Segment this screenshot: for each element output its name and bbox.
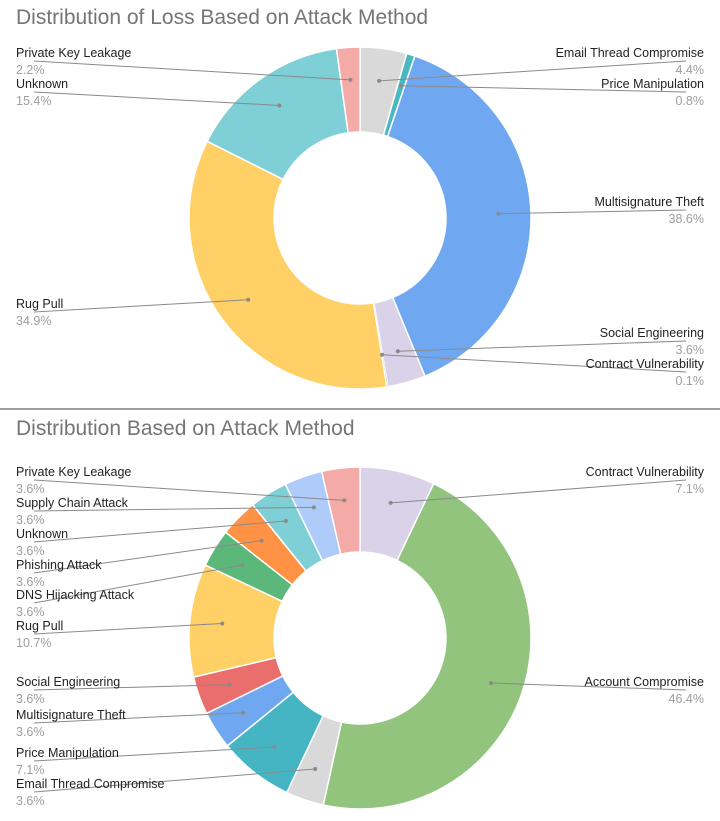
leader-dot-contract-vulnerability [388, 500, 393, 505]
leader-line-dns-hijacking-attack [33, 564, 243, 604]
chart-panel-count: Distribution Based on Attack Method Cont… [0, 411, 720, 821]
slice-value: 3.6% [16, 482, 45, 496]
leader-dot-multisignature-theft [241, 710, 246, 715]
leader-dot-social-engineering [227, 682, 232, 687]
slice-value: 4.4% [676, 63, 705, 77]
slice-value: 3.6% [16, 575, 45, 589]
slice-label: Supply Chain Attack [16, 496, 129, 510]
leader-line-contract-vulnerability [382, 354, 687, 373]
leader-line-email-thread-compromise [379, 60, 687, 82]
leader-line-unknown [33, 91, 280, 106]
slice-label: Email Thread Compromise [16, 777, 164, 791]
leader-dot-email-thread-compromise [313, 767, 318, 772]
leader-dot-private-key-leakage [348, 77, 353, 82]
leader-line-private-key-leakage [33, 479, 345, 501]
slice-value: 38.6% [669, 212, 704, 226]
slice-label: Multisignature Theft [594, 195, 704, 209]
slice-label: DNS Hijacking Attack [16, 588, 135, 602]
leader-line-supply-chain-attack [33, 506, 314, 512]
slice-private-key-leakage [335, 46, 361, 134]
slice-label: Private Key Leakage [16, 46, 131, 60]
slice-private-key-leakage [320, 466, 361, 556]
leader-line-multisignature-theft [498, 209, 687, 215]
slice-multisignature-theft [386, 55, 532, 378]
leader-line-multisignature-theft [33, 712, 244, 724]
slice-label: Rug Pull [16, 297, 63, 311]
leader-line-phishing-attack [33, 540, 262, 574]
slice-value: 3.6% [16, 725, 45, 739]
chart-title: Distribution of Loss Based on Attack Met… [16, 6, 429, 29]
slice-value: 0.8% [676, 94, 705, 108]
slice-label: Unknown [16, 77, 68, 91]
slice-value: 46.4% [669, 692, 704, 706]
slice-value: 3.6% [16, 692, 45, 706]
leader-dot-unknown [277, 103, 282, 108]
leader-line-email-thread-compromise [33, 768, 316, 793]
slice-label: Price Manipulation [16, 746, 119, 760]
leader-dot-social-engineering [395, 349, 400, 354]
leader-line-private-key-leakage [33, 60, 351, 81]
slice-label: Multisignature Theft [16, 708, 126, 722]
slice-value: 3.6% [16, 794, 45, 808]
donut-chart-loss: Email Thread Compromise 4.4%Price Manipul… [16, 46, 705, 390]
leader-dot-private-key-leakage [342, 498, 347, 503]
leader-dot-phishing-attack [259, 538, 264, 543]
leader-line-social-engineering [33, 684, 230, 691]
slice-label: Contract Vulnerability [586, 465, 705, 479]
leader-line-price-manipulation [33, 746, 275, 762]
leader-line-rug-pull [33, 299, 249, 313]
leader-line-account-compromise [490, 682, 687, 691]
leader-dot-multisignature-theft [496, 211, 501, 216]
slice-label: Contract Vulnerability [586, 357, 705, 371]
slice-value: 3.6% [676, 343, 705, 357]
leader-dot-rug-pull [246, 297, 251, 302]
leader-line-price-manipulation [401, 85, 687, 93]
leader-dot-supply-chain-attack [311, 505, 316, 510]
leader-line-social-engineering [397, 340, 687, 352]
leader-line-rug-pull [33, 622, 223, 635]
labels: Email Thread Compromise 4.4%Price Manipul… [16, 46, 705, 388]
slice-label: Rug Pull [16, 619, 63, 633]
slice-rug-pull [188, 140, 388, 390]
leader-line-unknown [33, 520, 286, 543]
slice-value: 15.4% [16, 94, 51, 108]
slices [188, 46, 532, 390]
leader-dot-price-manipulation [272, 744, 277, 749]
leader-dot-unknown [283, 519, 288, 524]
slice-value: 2.2% [16, 63, 45, 77]
leader-dot-rug-pull [220, 621, 225, 626]
slices [188, 466, 532, 810]
leader-dot-account-compromise [488, 681, 493, 686]
slice-value: 0.1% [676, 374, 705, 388]
slice-label: Social Engineering [600, 326, 704, 340]
leader-dot-contract-vulnerability [380, 352, 385, 357]
slice-label: Phishing Attack [16, 558, 102, 572]
leader-line-contract-vulnerability [390, 479, 687, 504]
slice-value: 34.9% [16, 314, 51, 328]
slice-value: 3.6% [16, 544, 45, 558]
slice-label: Price Manipulation [601, 77, 704, 91]
leader-dot-dns-hijacking-attack [240, 563, 245, 568]
slice-label: Account Compromise [585, 675, 705, 689]
leader-dot-price-manipulation [399, 83, 404, 88]
slice-value: 10.7% [16, 636, 51, 650]
slice-label: Private Key Leakage [16, 465, 131, 479]
slice-label: Unknown [16, 527, 68, 541]
slice-value: 3.6% [16, 513, 45, 527]
divider [0, 408, 720, 410]
slice-value: 7.1% [16, 763, 45, 777]
slice-label: Email Thread Compromise [556, 46, 704, 60]
donut-chart-count: Contract Vulnerability 7.1% Account Compro… [16, 465, 705, 810]
slice-label: Social Engineering [16, 675, 120, 689]
slice-value: 7.1% [676, 482, 705, 496]
leader-dot-email-thread-compromise [377, 78, 382, 83]
slice-account-compromise [322, 482, 532, 810]
slice-value: 3.6% [16, 605, 45, 619]
chart-panel-loss: Distribution of Loss Based on Attack Met… [0, 0, 720, 410]
labels: Contract Vulnerability 7.1% Account Compro… [16, 465, 705, 808]
chart-title: Distribution Based on Attack Method [16, 417, 355, 440]
